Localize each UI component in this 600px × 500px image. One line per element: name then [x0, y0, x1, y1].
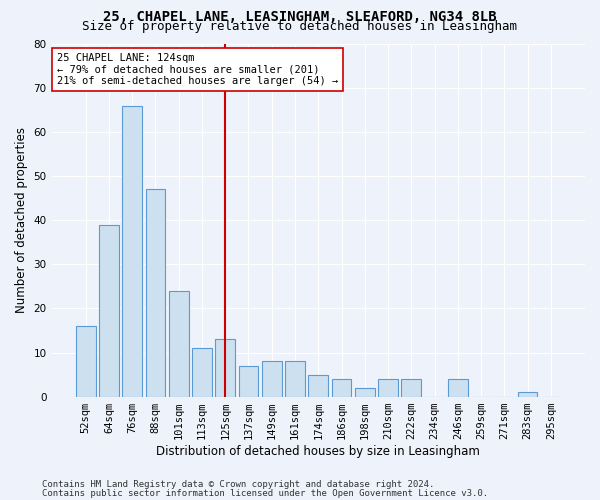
Bar: [308, 374, 328, 396]
Text: Contains public sector information licensed under the Open Government Licence v3: Contains public sector information licen…: [42, 489, 488, 498]
Text: 25 CHAPEL LANE: 124sqm
← 79% of detached houses are smaller (201)
21% of semi-de: 25 CHAPEL LANE: 124sqm ← 79% of detached…: [57, 53, 338, 86]
Bar: [518, 392, 538, 396]
Bar: [146, 190, 166, 396]
Bar: [192, 348, 212, 397]
Bar: [262, 362, 281, 396]
Bar: [401, 379, 421, 396]
Bar: [76, 326, 95, 396]
Text: 25, CHAPEL LANE, LEASINGHAM, SLEAFORD, NG34 8LB: 25, CHAPEL LANE, LEASINGHAM, SLEAFORD, N…: [103, 10, 497, 24]
Bar: [99, 224, 119, 396]
Bar: [215, 340, 235, 396]
Bar: [122, 106, 142, 397]
Bar: [378, 379, 398, 396]
Bar: [355, 388, 374, 396]
Y-axis label: Number of detached properties: Number of detached properties: [15, 128, 28, 314]
Bar: [169, 291, 188, 397]
Bar: [239, 366, 259, 396]
Bar: [332, 379, 352, 396]
Text: Contains HM Land Registry data © Crown copyright and database right 2024.: Contains HM Land Registry data © Crown c…: [42, 480, 434, 489]
Text: Size of property relative to detached houses in Leasingham: Size of property relative to detached ho…: [83, 20, 517, 33]
X-axis label: Distribution of detached houses by size in Leasingham: Distribution of detached houses by size …: [157, 444, 480, 458]
Bar: [448, 379, 468, 396]
Bar: [285, 362, 305, 396]
